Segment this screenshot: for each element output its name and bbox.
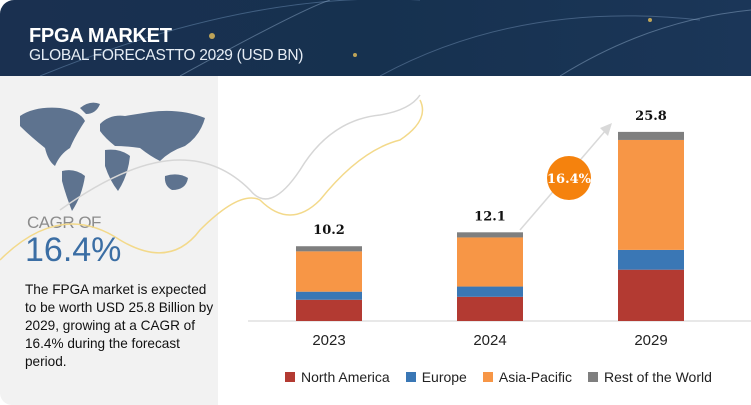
decorative-curve — [0, 99, 424, 261]
x-tick-label: 2024 — [473, 332, 506, 349]
market-description: The FPGA market is expected to be worth … — [25, 282, 214, 369]
x-tick-label: 2029 — [634, 332, 667, 349]
legend-swatch — [405, 372, 416, 382]
page-subtitle: GLOBAL FORECASTTO 2029 (USD BN) — [29, 47, 304, 64]
bar-segment-rest-of-the-world — [296, 246, 362, 252]
bar-segment-asia-pacific — [618, 139, 684, 250]
chart-legend: North America Europe Asia-Pacific Rest of t… — [285, 369, 712, 385]
bar-total-label: 12.1 — [474, 209, 506, 224]
decorative-curve — [59, 94, 421, 211]
summary-panel: CAGR OF 16.4% The FPGA market is expecte… — [0, 76, 218, 405]
legend-item: Europe — [405, 369, 467, 385]
growth-arrow-head — [600, 123, 612, 136]
bar-total-label: 25.8 — [635, 109, 667, 124]
legend-swatch — [285, 372, 295, 382]
bar-segment-north-america — [457, 296, 523, 321]
cagr-value: 16.4% — [25, 231, 122, 269]
bar-segment-asia-pacific — [296, 251, 362, 292]
x-tick-label: 2023 — [312, 332, 345, 349]
page-title: FPGA MARKET — [29, 25, 172, 47]
header-banner: FPGA MARKET GLOBAL FORECASTTO 2029 (USD … — [0, 0, 751, 76]
legend-swatch — [588, 372, 598, 382]
legend-item: Rest of the World — [588, 369, 712, 385]
cagr-label: CAGR OF — [27, 213, 101, 232]
legend-item: Asia-Pacific — [482, 369, 572, 385]
bar-total-label: 10.2 — [313, 223, 345, 238]
legend-label: Rest of the World — [604, 369, 712, 385]
header-light-streaks — [39, 0, 751, 76]
cagr-bubble — [547, 156, 591, 200]
legend-label: Europe — [421, 369, 467, 385]
bar-segment-rest-of-the-world — [618, 131, 684, 140]
bar-segment-europe — [296, 291, 362, 300]
cagr-bubble-label: 16.4% — [547, 172, 592, 187]
bar-segment-asia-pacific — [457, 237, 523, 287]
legend-item: North America — [285, 369, 390, 385]
legend-label: North America — [301, 369, 390, 385]
bar-segment-europe — [618, 249, 684, 270]
world-map-icon — [20, 102, 205, 211]
legend-swatch — [482, 372, 493, 382]
legend-label: Asia-Pacific — [498, 369, 572, 385]
bar-segment-north-america — [618, 269, 684, 321]
bar-segment-rest-of-the-world — [457, 232, 523, 238]
bar-segment-north-america — [296, 299, 362, 321]
bar-segment-europe — [457, 286, 523, 297]
